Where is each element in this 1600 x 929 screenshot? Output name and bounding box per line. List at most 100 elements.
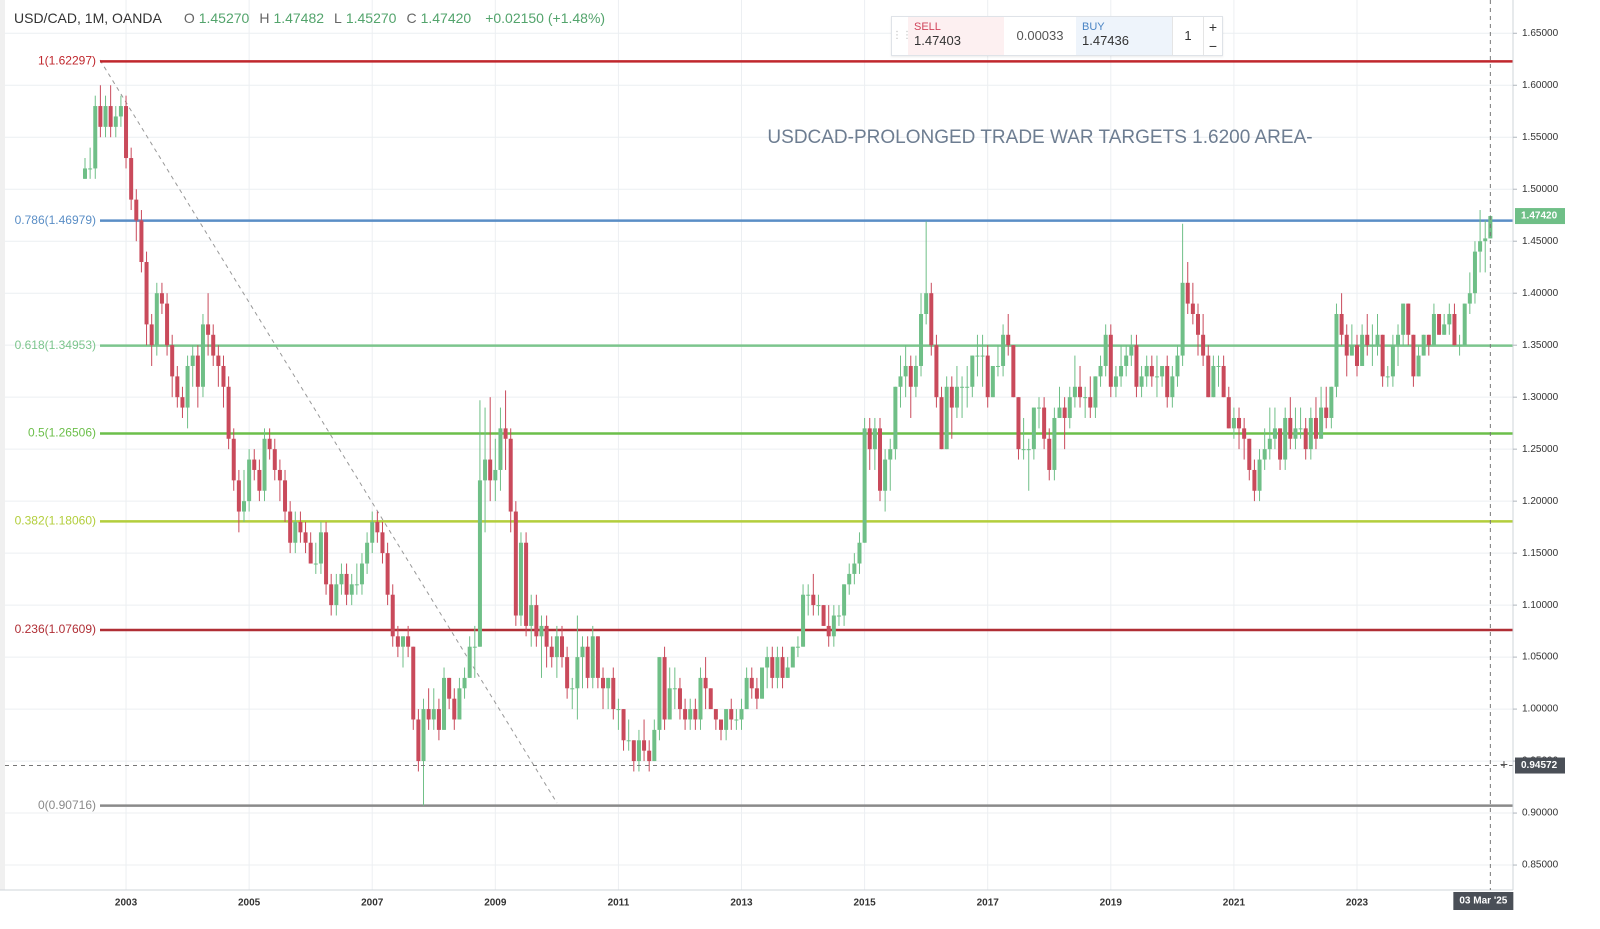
candle-body [1293,428,1298,439]
candle-body [734,719,739,721]
candle-body [1031,407,1036,450]
candle-body [1462,303,1467,346]
fib-level-label: 0.382(1.18060) [15,513,96,527]
candle-body [842,584,847,616]
candle-body [1396,334,1401,346]
candle-body [544,625,549,647]
candle-body [960,386,965,388]
candle-body [1483,238,1488,242]
candle-body [652,729,657,762]
candle-body [344,573,349,595]
y-tick-label: 0.85000 [1522,860,1559,871]
candle-body [883,459,888,491]
candle-body [1447,313,1452,325]
increase[interactable]: + [1208,18,1218,35]
candle-body [760,667,765,699]
sell-label: SELL [914,21,941,33]
candle-body [790,646,795,668]
buy-label: BUY [1082,21,1105,33]
candle-body [657,657,662,730]
candle-body [165,303,170,346]
candle-body [1083,397,1088,399]
candle-body [1216,365,1221,367]
candle-body [206,324,211,335]
y-tick-label: 1.60000 [1522,80,1559,91]
candle-body [200,324,205,387]
crosshair-x-box [1453,892,1514,910]
candle-body [1175,355,1180,377]
candle-body [190,355,195,366]
sell-button[interactable]: SELL 1.47403 [908,17,1004,55]
candle-body [852,563,857,574]
candle-body [1072,386,1077,398]
y-tick-label: 1.50000 [1522,184,1559,195]
candle-body [457,688,462,720]
ohlc-key: C [406,10,417,26]
candle-body [1303,428,1308,450]
candle-body [836,615,841,617]
y-tick-label: 1.45000 [1522,236,1559,247]
candle-body [693,709,698,720]
fib-level-label: 0.618(1.34953) [15,338,96,352]
candle-body [949,386,954,408]
candle-body [221,365,226,387]
candle-body [831,615,836,637]
candle-body [472,646,477,648]
crosshair-y-label: 0.94572 [1521,760,1558,771]
candle-body [801,594,806,647]
symbol: USD/CAD, 1M, OANDA [14,10,162,26]
candle-body [462,677,467,689]
candle-body [934,345,939,398]
fib-level-label: 1(1.62297) [38,54,96,68]
candle-body [170,345,175,377]
candle-body [944,386,949,450]
candle-body [144,262,149,325]
candle-body [539,625,544,637]
candle-body [359,563,364,585]
candle-body [1129,345,1134,356]
candle-body [1098,365,1103,377]
candle-body [1103,334,1108,366]
drag-handle[interactable]: ⋮⋮ [892,30,912,41]
decrease[interactable]: − [1208,37,1218,54]
candle-body [1088,397,1093,408]
candle-body [1016,397,1021,450]
y-tick-label: 1.20000 [1522,496,1559,507]
candle-body [626,740,631,742]
candle-body [872,428,877,450]
symbol-header: USD/CAD, 1M, OANDA O 1.45270 H 1.47482 L 1.… [14,10,605,26]
y-tick-label: 1.25000 [1522,444,1559,455]
axes: 0.850000.900000.950001.000001.050001.100… [115,0,1565,910]
candle-body [175,376,180,398]
candle-body [83,168,87,179]
candle-body [744,677,749,710]
crosshair-x-label: 03 Mar '25 [1459,896,1507,907]
quantity[interactable]: 1 [1172,17,1203,55]
candle-body [1401,303,1406,335]
candle-body [375,521,380,533]
candle-body [1426,334,1431,346]
y-tick-label: 0.90000 [1522,808,1559,819]
candle-body [1467,293,1472,304]
candle-body [324,532,329,585]
candle-body [226,386,231,439]
x-tick-label: 2009 [484,898,507,909]
candle-body [1165,365,1170,398]
candle-body [1334,313,1339,387]
candle-body [688,709,693,720]
candle-body [667,688,672,720]
candle-body [298,521,303,533]
candle-body [1252,469,1257,491]
candle-body [262,438,267,491]
candle-body [1247,438,1252,470]
candle-body [683,709,688,720]
candle-body [385,553,390,595]
buy-button[interactable]: BUY 1.47436 [1076,17,1172,55]
candle-body [236,480,241,512]
annotation: USDCAD-PROLONGED TRADE WAR TARGETS 1.620… [767,127,1312,148]
candle-body [1057,407,1062,418]
ohlc-value: 1.47482 [273,10,325,26]
candle-body [821,605,826,626]
y-tick-label: 1.40000 [1522,288,1559,299]
candle-body [1160,365,1165,377]
